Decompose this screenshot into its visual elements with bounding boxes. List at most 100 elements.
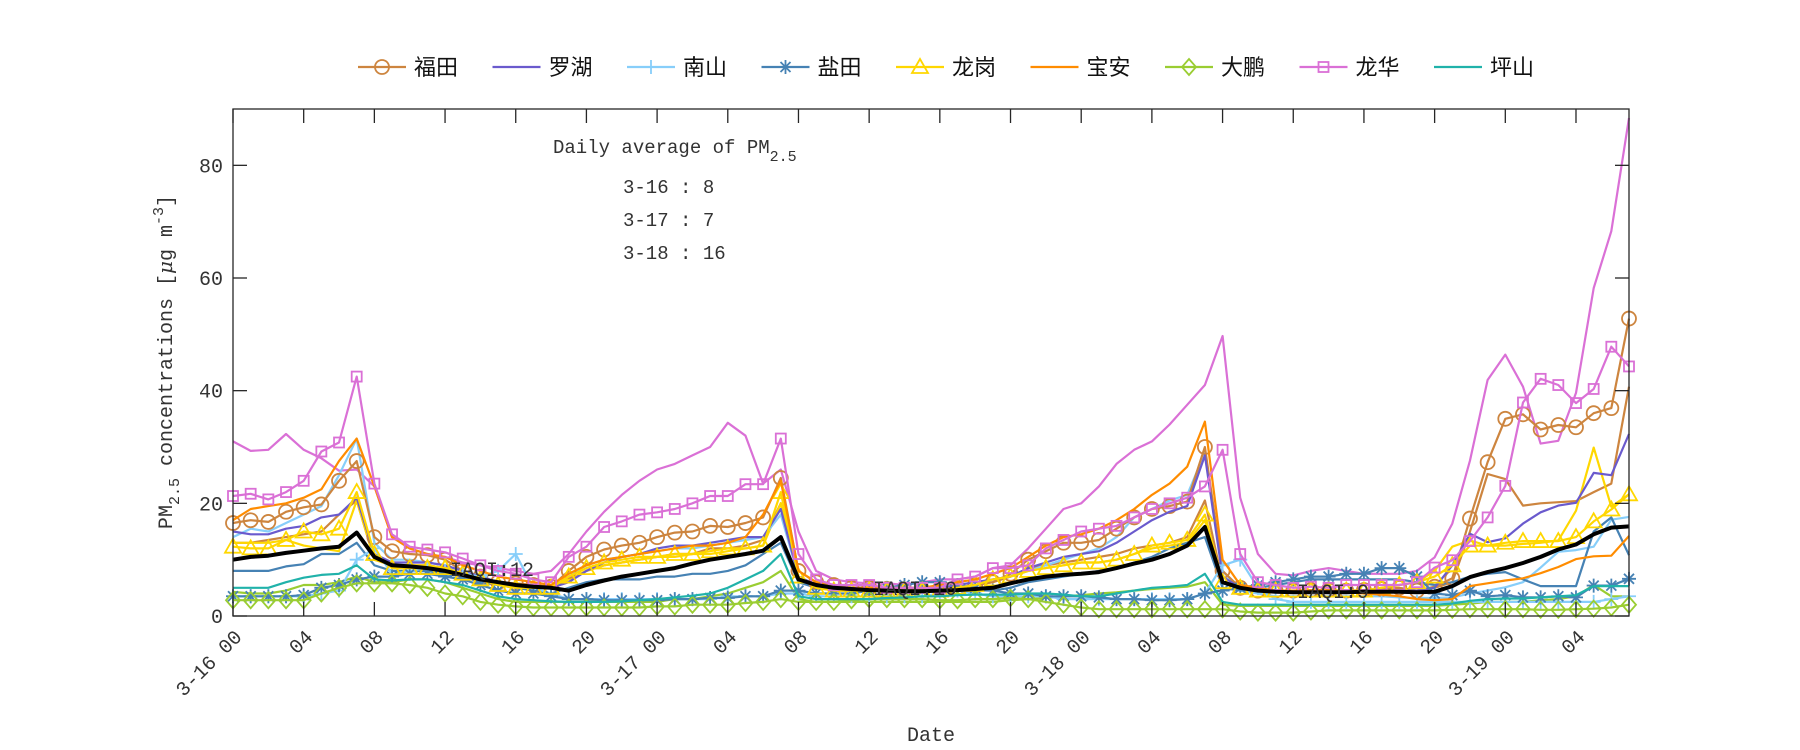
data-point-diamond: [1479, 599, 1496, 619]
data-point-circle: [1497, 410, 1514, 427]
plot-lines: [223, 117, 1639, 622]
y-tick-label: 40: [199, 382, 223, 405]
annotation-line-1: 3-16 : 8: [623, 177, 714, 199]
data-point-square: [1181, 491, 1194, 504]
mean-series-line: [232, 524, 1630, 595]
data-point-circle: [313, 496, 330, 513]
legend-item-6: 大鹏: [1165, 56, 1265, 81]
data-point-asterisk: [296, 588, 311, 603]
data-point-square: [439, 546, 451, 559]
data-point-square: [333, 436, 345, 449]
legend-item-1: 罗湖: [492, 56, 593, 81]
y-tick-label: 80: [199, 156, 223, 179]
series-line-0: [232, 318, 1631, 592]
data-point-asterisk: [685, 592, 700, 607]
legend-marker-triangle: [910, 57, 930, 74]
data-point-square: [1587, 383, 1600, 395]
series-line-7: [232, 345, 1630, 589]
data-point-circle: [1568, 419, 1584, 436]
data-point-square: [739, 478, 752, 491]
data-point-diamond: [1285, 603, 1302, 622]
data-point-square: [1128, 511, 1141, 524]
y-axis-label: PM2.5 concentrations [μg m-3]: [151, 195, 184, 529]
data-point-triangle: [612, 549, 632, 567]
data-point-square: [880, 581, 893, 594]
data-point-asterisk: [897, 578, 912, 593]
x-tick-label: 16: [497, 627, 530, 660]
data-point-plus: [508, 547, 523, 562]
legend-marker-square: [1317, 61, 1330, 73]
x-tick-label: 3-17 00: [596, 627, 672, 703]
data-point-square: [1499, 479, 1512, 492]
data-point-asterisk: [1356, 566, 1371, 581]
data-point-diamond: [1161, 599, 1178, 619]
data-point-triangle: [1089, 552, 1109, 570]
data-point-asterisk: [1003, 586, 1018, 601]
data-point-diamond: [949, 590, 966, 610]
data-point-asterisk: [1286, 572, 1301, 587]
data-point-asterisk: [279, 589, 294, 604]
data-point-circle: [348, 453, 365, 469]
x-tick-label: 16: [922, 627, 955, 660]
iaqi-label-1: IAQI:12: [450, 560, 534, 583]
data-point-diamond: [701, 595, 719, 615]
data-point-triangle: [1407, 572, 1427, 590]
data-point-square: [1216, 443, 1229, 456]
data-point-diamond: [754, 592, 772, 612]
data-point-asterisk: [1109, 592, 1124, 607]
data-point-triangle: [1160, 532, 1180, 550]
data-point-square: [651, 506, 664, 519]
data-point-diamond: [1550, 600, 1567, 620]
data-point-square: [386, 528, 398, 541]
data-point-circle: [596, 541, 612, 558]
data-point-circle: [649, 529, 666, 546]
data-point-diamond: [966, 589, 984, 609]
data-point-diamond: [1444, 600, 1461, 620]
data-point-square: [1605, 340, 1618, 353]
data-point-square: [562, 550, 575, 563]
data-point-asterisk: [1303, 569, 1318, 584]
data-point-triangle: [276, 530, 296, 547]
legend: 福田 罗湖 南山 盐田 龙岗 宝安 大鹏 龙华 坪山: [358, 56, 1534, 81]
data-point-square: [297, 474, 310, 487]
data-point-diamond: [684, 595, 701, 615]
data-point-square: [368, 477, 381, 490]
data-point-diamond: [313, 584, 330, 603]
data-point-square: [986, 562, 999, 575]
iaqi-label-3: IAQI:9: [1297, 582, 1369, 605]
data-point-triangle: [1071, 552, 1091, 570]
data-point-circle: [1585, 405, 1602, 422]
data-point-square: [280, 486, 292, 498]
x-tick-label: 20: [568, 627, 601, 660]
data-point-square: [1428, 561, 1441, 574]
data-point-diamond: [1249, 603, 1267, 622]
data-point-square: [721, 490, 734, 502]
x-tick-label: 16: [1346, 627, 1379, 660]
data-point-circle: [578, 548, 595, 565]
data-point-circle: [278, 503, 294, 520]
data-point-diamond: [1126, 599, 1143, 619]
data-point-diamond: [1408, 600, 1426, 620]
data-point-diamond: [1514, 599, 1532, 619]
x-tick-label: 20: [1416, 627, 1449, 660]
legend-label: 大鹏: [1221, 56, 1265, 81]
data-point-diamond: [472, 592, 489, 612]
data-point-diamond: [1037, 592, 1055, 612]
data-point-asterisk: [1498, 588, 1513, 603]
data-point-circle: [684, 523, 701, 540]
data-point-diamond: [1567, 599, 1585, 619]
data-point-asterisk: [791, 583, 806, 598]
data-point-square: [350, 370, 363, 383]
data-point-circle: [1532, 421, 1549, 438]
data-point-diamond: [1338, 600, 1355, 620]
legend-item-3: 盐田: [761, 56, 862, 81]
data-point-square: [1570, 397, 1582, 409]
data-point-triangle: [1548, 531, 1568, 548]
unlabeled-series-line-1: [232, 117, 1631, 587]
legend-label: 龙华: [1356, 56, 1400, 81]
data-point-asterisk: [650, 593, 665, 608]
data-point-diamond: [1108, 599, 1125, 619]
data-point-diamond: [737, 593, 754, 613]
data-point-square: [492, 565, 504, 577]
data-point-square: [527, 573, 540, 586]
